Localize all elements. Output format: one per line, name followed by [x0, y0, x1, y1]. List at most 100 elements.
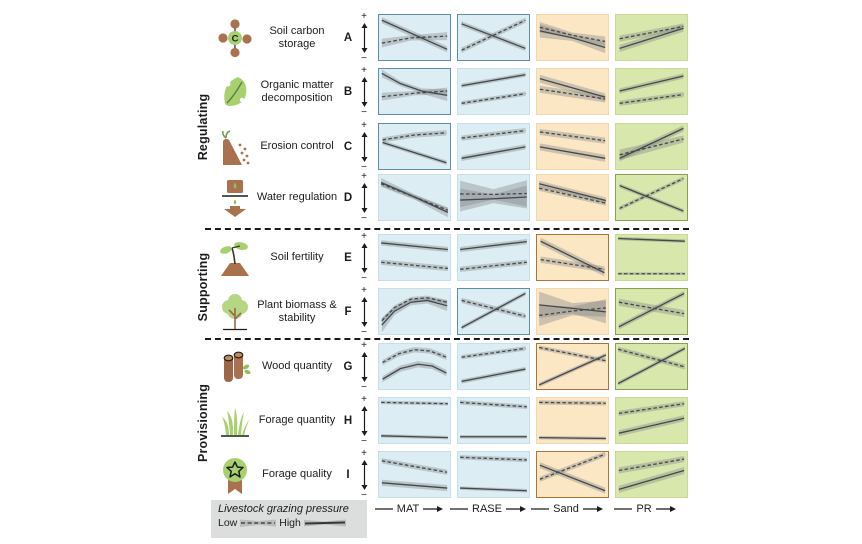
section-label-supporting: Supporting — [196, 252, 210, 322]
axis-var-name: Sand — [553, 503, 579, 515]
y-axis-minus: − — [361, 52, 367, 64]
plot-E-RASE — [457, 234, 530, 281]
row-letter: B — [343, 85, 353, 98]
plot-I-PR — [615, 451, 688, 498]
y-axis-minus: − — [361, 272, 367, 284]
plot-C-RASE — [457, 123, 530, 170]
axis-line — [374, 508, 393, 510]
forage-quality-icon — [210, 453, 254, 497]
axis-arrow-icon — [655, 506, 676, 512]
row-letter: F — [344, 305, 352, 318]
plot-H-RASE — [457, 397, 530, 444]
y-axis-plus: + — [361, 170, 367, 182]
plot-A-MAT — [378, 14, 451, 61]
grazing-pressure-legend: Livestock grazing pressure Low High — [211, 500, 367, 538]
axis-var-name: RASE — [472, 503, 502, 515]
plot-D-PR — [615, 174, 688, 221]
plot-D-MAT — [378, 174, 451, 221]
service-row-h: Forage quantity H + − — [210, 393, 688, 447]
plot-D-RASE — [457, 174, 530, 221]
row-label: Soil fertility — [270, 251, 324, 264]
row-label: Plant biomass & stability — [257, 298, 337, 324]
y-axis-minus: − — [361, 326, 367, 338]
row-letter: A — [343, 31, 353, 44]
section-label-regulating: Regulating — [196, 93, 210, 161]
y-axis-plus: + — [361, 339, 367, 351]
y-axis-arrow: + − — [356, 339, 372, 393]
plot-E-PR — [615, 234, 688, 281]
row-label: Erosion control — [260, 140, 334, 153]
axis-var-name: PR — [636, 503, 652, 515]
row-letter: C — [343, 140, 353, 153]
plot-A-Sand — [536, 14, 609, 61]
plot-G-MAT — [378, 343, 451, 390]
y-axis-plus: + — [361, 230, 367, 242]
plot-G-RASE — [457, 343, 530, 390]
y-axis-arrow: + − — [356, 10, 372, 64]
service-row-d: Water regulation D + − — [210, 170, 688, 224]
y-axis-arrow: + − — [356, 393, 372, 447]
service-row-f: Plant biomass & stability F + − — [210, 284, 688, 338]
x-axis-label-mat: MAT — [369, 501, 448, 517]
row-letter: I — [346, 468, 350, 481]
plot-C-Sand — [536, 123, 609, 170]
low-pressure-line-sample — [240, 519, 277, 527]
water-regulation-icon — [210, 176, 254, 220]
forage-quantity-icon — [210, 399, 254, 443]
service-row-c: Erosion control C + − — [210, 119, 688, 173]
plant-biomass-icon — [210, 290, 254, 334]
y-axis-arrow: + − — [356, 64, 372, 118]
row-label: Forage quality — [262, 468, 332, 481]
plot-E-MAT — [378, 234, 451, 281]
y-axis-plus: + — [361, 284, 367, 296]
service-row-b: Organic matter decomposition B + − — [210, 64, 688, 118]
svg-text:C: C — [232, 33, 239, 44]
service-row-i: Forage quality I + − — [210, 447, 688, 501]
plot-B-PR — [615, 68, 688, 115]
plot-I-MAT — [378, 451, 451, 498]
section-divider — [205, 228, 689, 230]
plot-A-RASE — [457, 14, 530, 61]
row-letter: H — [343, 414, 353, 427]
y-axis-arrow: + − — [356, 447, 372, 501]
y-axis-plus: + — [361, 119, 367, 131]
axis-arrow-icon — [423, 506, 444, 512]
organic-matter-icon — [210, 70, 254, 114]
axis-var-name: MAT — [396, 503, 420, 515]
y-axis-plus: + — [361, 64, 367, 76]
x-axis-label-rase: RASE — [448, 501, 527, 517]
legend-title: Livestock grazing pressure — [218, 503, 349, 515]
legend-high-label: High — [279, 517, 301, 529]
section-divider — [205, 338, 689, 340]
y-axis-plus: + — [361, 447, 367, 459]
axis-arrow-icon — [582, 506, 603, 512]
plot-H-Sand — [536, 397, 609, 444]
legend-low-label: Low — [218, 517, 238, 529]
axis-arrow-icon — [505, 506, 526, 512]
service-row-a: C Soil carbon storage A + − — [210, 10, 688, 64]
row-label: Organic matter decomposition — [260, 78, 334, 104]
axis-line — [450, 508, 469, 510]
y-axis-minus: − — [361, 212, 367, 224]
row-label: Forage quantity — [258, 414, 336, 427]
plot-B-RASE — [457, 68, 530, 115]
x-axis-label-pr: PR — [605, 501, 684, 517]
plot-I-Sand — [536, 451, 609, 498]
plot-F-MAT — [378, 288, 451, 335]
row-label: Wood quantity — [261, 360, 333, 373]
y-axis-arrow: + − — [356, 230, 372, 284]
plot-B-MAT — [378, 68, 451, 115]
high-pressure-line-sample — [303, 519, 346, 527]
service-row-e: Soil fertility E + − — [210, 230, 688, 284]
service-row-g: Wood quantity G + − — [210, 339, 688, 393]
plot-B-Sand — [536, 68, 609, 115]
erosion-control-icon — [210, 125, 254, 169]
y-axis-plus: + — [361, 10, 367, 22]
soil-fertility-icon — [210, 236, 254, 280]
y-axis-plus: + — [361, 393, 367, 405]
y-axis-arrow: + − — [356, 284, 372, 338]
plot-E-Sand — [536, 234, 609, 281]
y-axis-minus: − — [361, 161, 367, 173]
plot-F-PR — [615, 288, 688, 335]
